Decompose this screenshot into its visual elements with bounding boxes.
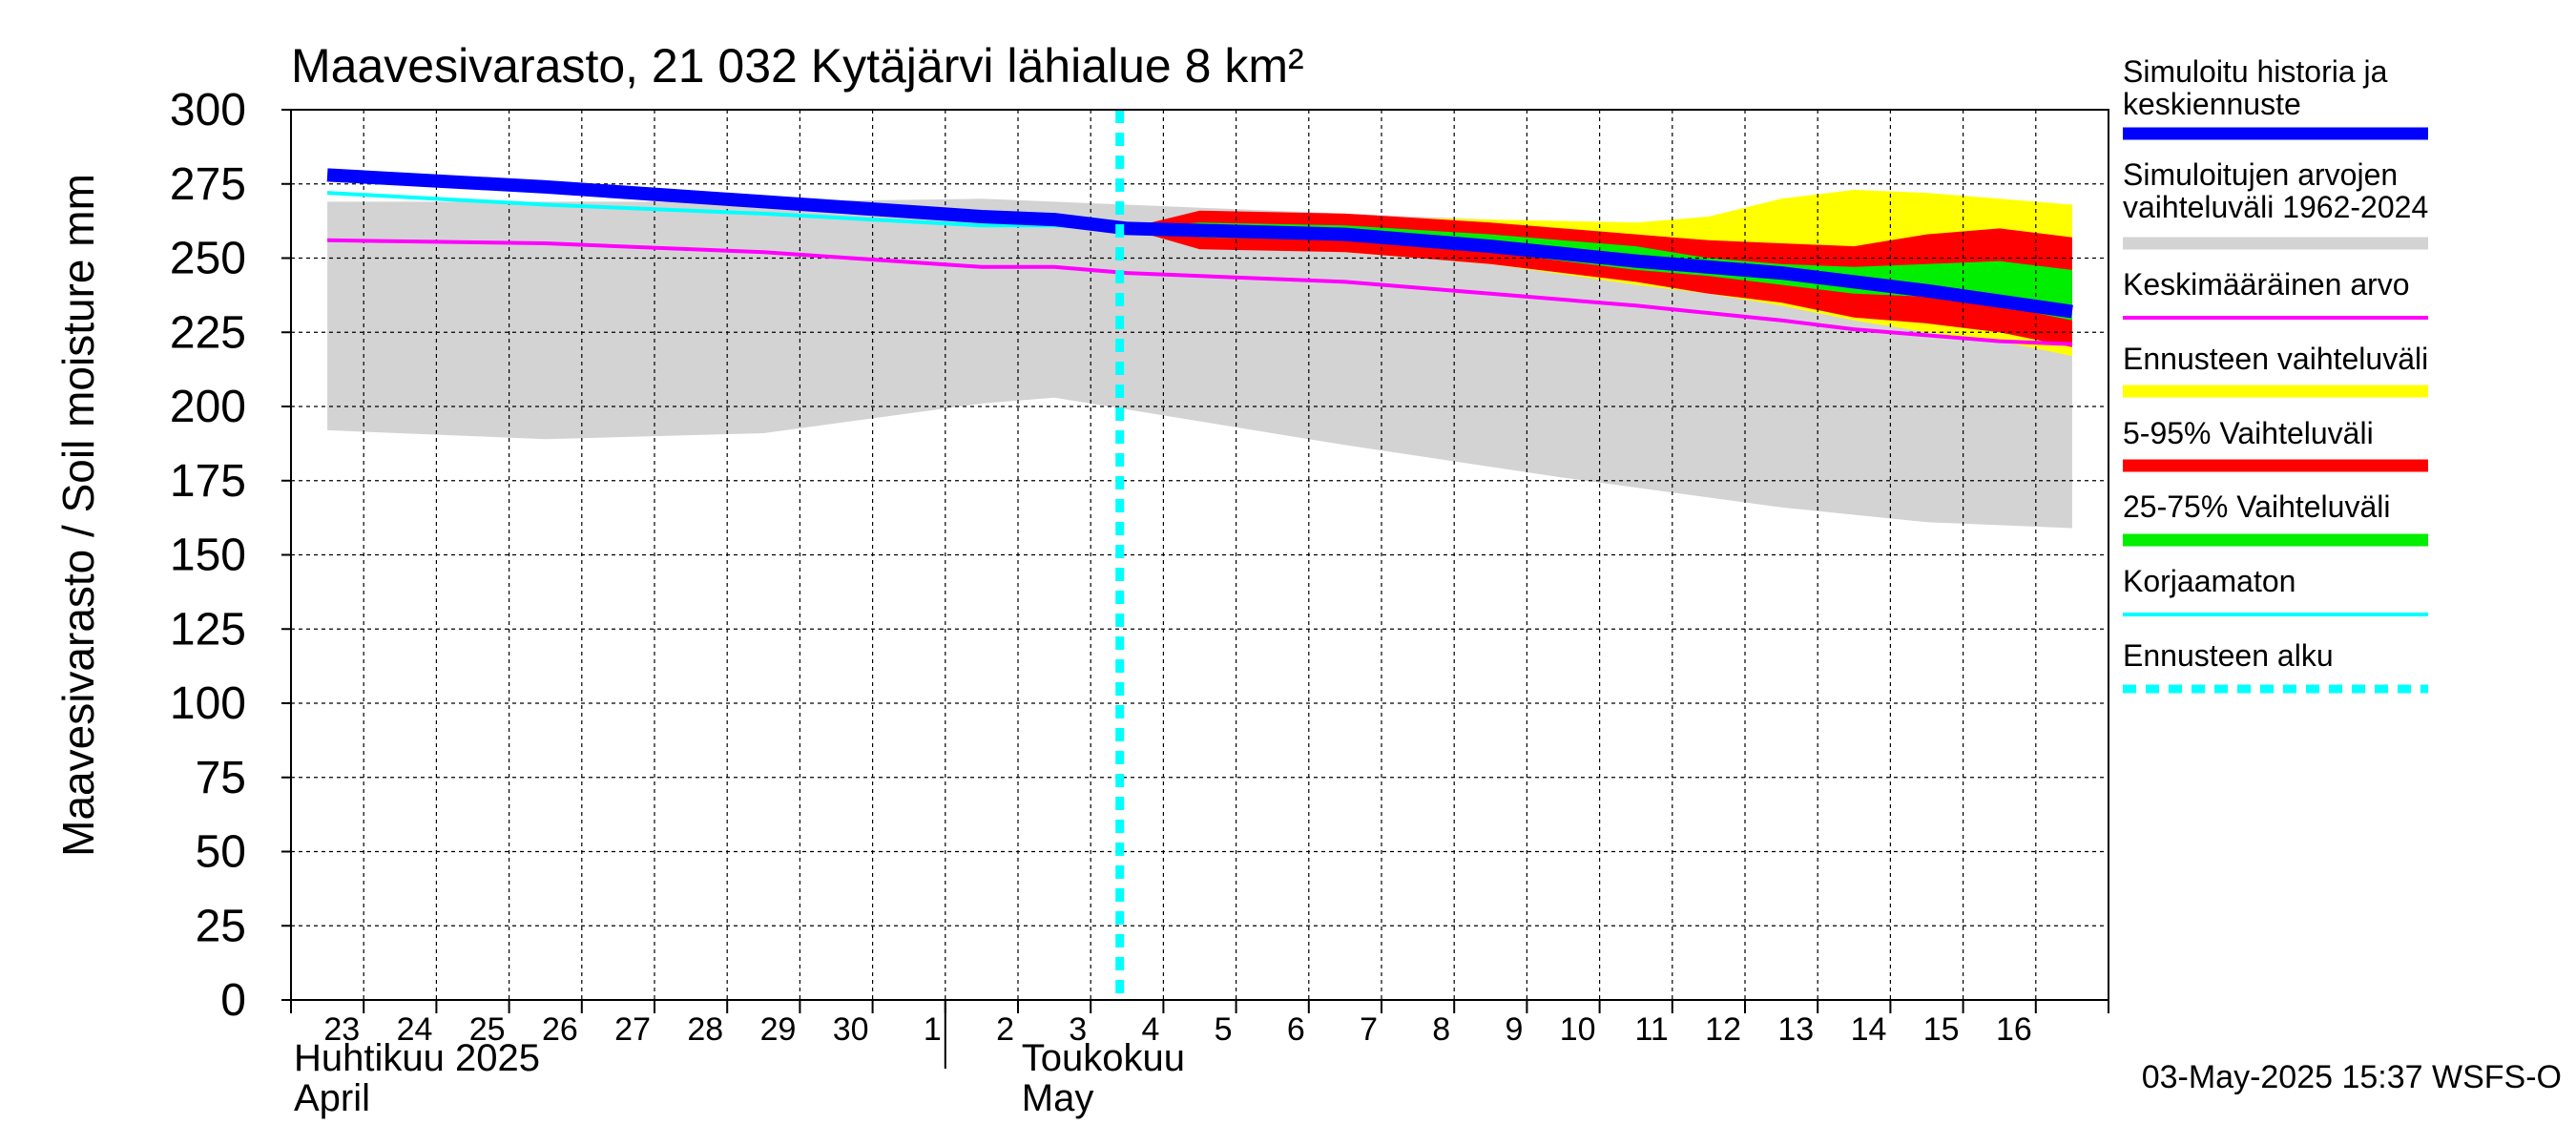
y-tick-label: 250: [170, 234, 246, 284]
legend-item-simuloitu-historia-ja-keskiennuste: Simuloitu historia ja keskiennuste: [2123, 54, 2428, 140]
y-tick-label: 225: [170, 307, 246, 358]
month-label-en: May: [1022, 1077, 1094, 1119]
y-tick-label: 275: [170, 159, 246, 210]
legend-label: Korjaamaton: [2123, 564, 2296, 598]
y-tick-label: 50: [196, 827, 246, 878]
x-tick-label: 24: [397, 1011, 433, 1048]
month-label-fi: Huhtikuu 2025: [294, 1037, 540, 1079]
legend-label-line: Simuloitujen arvojen: [2123, 157, 2398, 192]
legend-item-keskimaarainen-arvo: Keskimääräinen arvo: [2123, 267, 2428, 320]
x-tick-label: 10: [1560, 1011, 1596, 1048]
y-tick-label: 125: [170, 604, 246, 655]
legend-label: 25-75% Vaihteluväli: [2123, 489, 2390, 524]
legend-item-simuloitujen-arvojen-vaihteluvali-1962-2024: Simuloitujen arvojen vaihteluväli 1962-20…: [2123, 157, 2428, 250]
x-tick-label: 6: [1287, 1011, 1305, 1048]
x-tick-label: 8: [1432, 1011, 1450, 1048]
y-tick-label: 25: [196, 901, 246, 951]
x-tick-label: 7: [1360, 1011, 1378, 1048]
legend-label-line: vaihteluväli 1962-2024: [2123, 190, 2428, 224]
x-tick-label: 25: [469, 1011, 506, 1048]
legend-item-25-75-vaihteluvali: 25-75% Vaihteluväli: [2123, 489, 2428, 547]
line-keskimaarainen-arvo: [327, 238, 2072, 346]
band-5-95-vaihteluvali: [1127, 210, 2072, 347]
x-tick-label: 1: [924, 1011, 942, 1048]
x-tick-label: 13: [1777, 1011, 1814, 1048]
line-simuloitu-historia-ja-keskiennuste: [326, 168, 2073, 319]
month-label-fi: Toukokuu: [1022, 1037, 1185, 1079]
x-tick-label: 29: [760, 1011, 797, 1048]
y-tick-label: 200: [170, 382, 246, 432]
x-tick-label: 11: [1635, 1011, 1669, 1048]
y-tick-label: 175: [170, 456, 246, 507]
x-tick-label: 26: [542, 1011, 578, 1048]
y-tick-label: 0: [220, 975, 246, 1026]
x-tick-label: 14: [1851, 1011, 1887, 1048]
y-tick-label: 75: [196, 753, 246, 803]
legend-label: Simuloitujen arvojen vaihteluväli 1962-20…: [2123, 157, 2428, 224]
y-tick-label: 150: [170, 531, 246, 581]
x-tick-label: 27: [614, 1011, 651, 1048]
x-tick-label: 15: [1923, 1011, 1960, 1048]
x-tick-label: 16: [1996, 1011, 2032, 1048]
x-tick-label: 28: [687, 1011, 723, 1048]
x-tick-label: 3: [1069, 1011, 1087, 1048]
legend-item-ennusteen-vaihteluvali: Ennusteen vaihteluväli: [2123, 342, 2428, 398]
legend-label: Ennusteen alku: [2123, 638, 2334, 673]
legend-label: Simuloitu historia ja keskiennuste: [2123, 54, 2388, 121]
legend-label: 5-95% Vaihteluväli: [2123, 416, 2374, 450]
grid-lines: [291, 110, 2109, 1000]
legend-label-line: keskiennuste: [2123, 87, 2301, 121]
x-tick-label: 5: [1215, 1011, 1233, 1048]
legend-item-korjaamaton: Korjaamaton: [2123, 564, 2428, 616]
x-tick-label: 9: [1505, 1011, 1523, 1048]
legend-item-5-95-vaihteluvali: 5-95% Vaihteluväli: [2123, 416, 2428, 472]
legend-label: Keskimääräinen arvo: [2123, 267, 2410, 302]
x-tick-label: 4: [1141, 1011, 1159, 1048]
y-axis-label: Maavesivarasto / Soil moisture mm: [53, 174, 103, 857]
legend-item-ennusteen-alku: Ennusteen alku: [2123, 638, 2428, 694]
plot-area: [291, 110, 2109, 1000]
legend-label-line: Simuloitu historia ja: [2123, 54, 2388, 89]
x-tick-label: 30: [833, 1011, 869, 1048]
x-tick-label: 12: [1705, 1011, 1741, 1048]
x-tick-label: 2: [996, 1011, 1014, 1048]
month-label-en: April: [294, 1077, 370, 1119]
chart-title: Maavesivarasto, 21 032 Kytäjärvi lähialu…: [291, 39, 1304, 93]
x-tick-label: 23: [323, 1011, 360, 1048]
y-tick-label: 300: [170, 85, 246, 135]
y-tick-label: 100: [170, 678, 246, 729]
footer-timestamp: 03-May-2025 15:37 WSFS-O: [2142, 1059, 2562, 1095]
legend: Simuloitu historia ja keskiennusteSimuloi…: [2123, 54, 2428, 694]
legend-label: Ennusteen vaihteluväli: [2123, 342, 2428, 376]
